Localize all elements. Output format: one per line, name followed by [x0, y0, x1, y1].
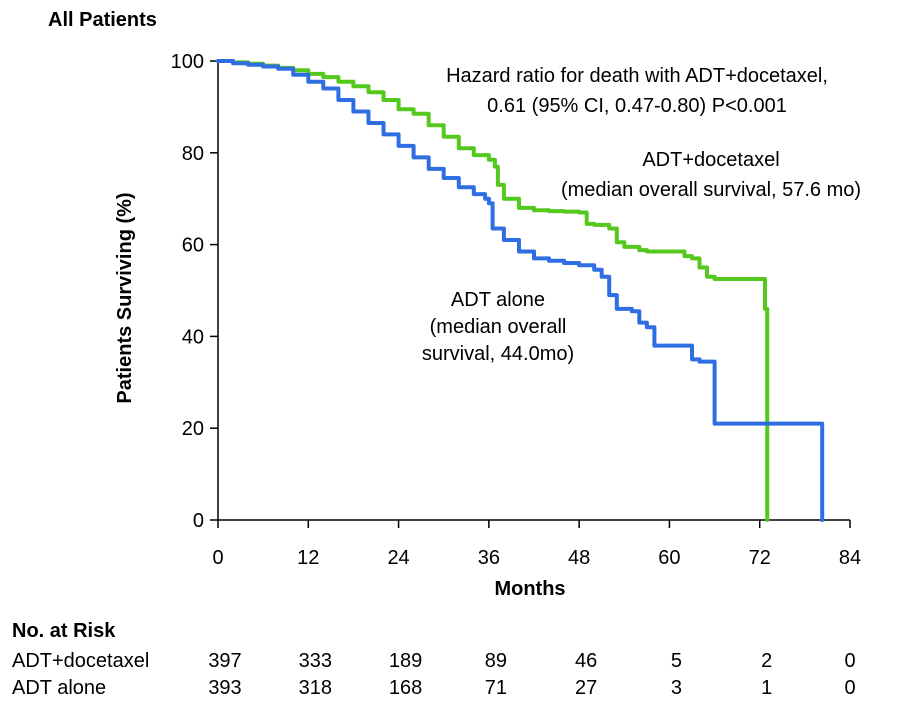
- series-label-adt-alone: ADT alone (median overall survival, 44.0mo…: [422, 289, 574, 365]
- risk-row-label: ADT alone: [12, 677, 107, 699]
- risk-cell: 1: [761, 677, 773, 699]
- risk-cell: 0: [844, 650, 856, 672]
- y-axis-label: Patients Surviving (%): [114, 192, 136, 403]
- x-tick-label: 36: [478, 547, 500, 569]
- risk-cell: 3: [670, 677, 682, 699]
- y-tick-label: 0: [193, 510, 204, 532]
- y-tick-label: 80: [182, 143, 204, 165]
- risk-table: No. at Risk ADT+docetaxel 397 333 189 89 46 5 2…: [0, 616, 908, 715]
- risk-cell: 0: [844, 677, 856, 699]
- y-tick-label: 100: [171, 51, 204, 73]
- risk-row-label: ADT+docetaxel: [12, 650, 150, 672]
- x-tick-label: 24: [387, 547, 409, 569]
- risk-cell: 5: [670, 650, 682, 672]
- x-tick-label: 60: [658, 547, 680, 569]
- x-tick-label: 72: [749, 547, 771, 569]
- y-tick-label: 40: [182, 326, 204, 348]
- risk-cell: 333: [298, 650, 332, 672]
- hazard-ratio-annotation: Hazard ratio for death with ADT+docetaxe…: [446, 65, 828, 117]
- series-layer: [216, 59, 825, 522]
- risk-cell: 318: [298, 677, 332, 699]
- x-axis-label: Months: [494, 578, 565, 600]
- series-line-adt-alone: [216, 59, 825, 522]
- x-tick-label: 84: [839, 547, 861, 569]
- survival-chart: All Patients 0 20 40 60 80 100 0 12 24 36 48 60 72 84…: [48, 9, 862, 600]
- x-tick-label: 0: [212, 547, 223, 569]
- chart-axes: 0 20 40 60 80 100 0 12 24 36 48 60 72 84: [171, 51, 862, 569]
- risk-cell: 393: [208, 677, 242, 699]
- risk-cell: 27: [575, 677, 598, 699]
- risk-cell: 168: [388, 677, 423, 699]
- risk-cell: 89: [484, 650, 507, 672]
- panel-title: All Patients: [48, 9, 157, 31]
- x-tick-label: 12: [297, 547, 319, 569]
- risk-cell: 71: [484, 677, 507, 699]
- risk-cell: 189: [388, 650, 423, 672]
- series-line-adt-docetaxel: [216, 59, 770, 522]
- risk-cell: 2: [761, 650, 773, 672]
- risk-cell: 397: [208, 650, 242, 672]
- y-tick-label: 60: [182, 235, 204, 257]
- y-tick-label: 20: [182, 418, 204, 440]
- labels-layer: Hazard ratio for death with ADT+docetaxe…: [422, 65, 861, 365]
- series-label-adt-docetaxel: ADT+docetaxel (median overall survival, 5…: [561, 149, 861, 201]
- risk-cell: 46: [575, 650, 598, 672]
- x-tick-label: 48: [568, 547, 590, 569]
- risk-table-title: No. at Risk: [12, 620, 116, 642]
